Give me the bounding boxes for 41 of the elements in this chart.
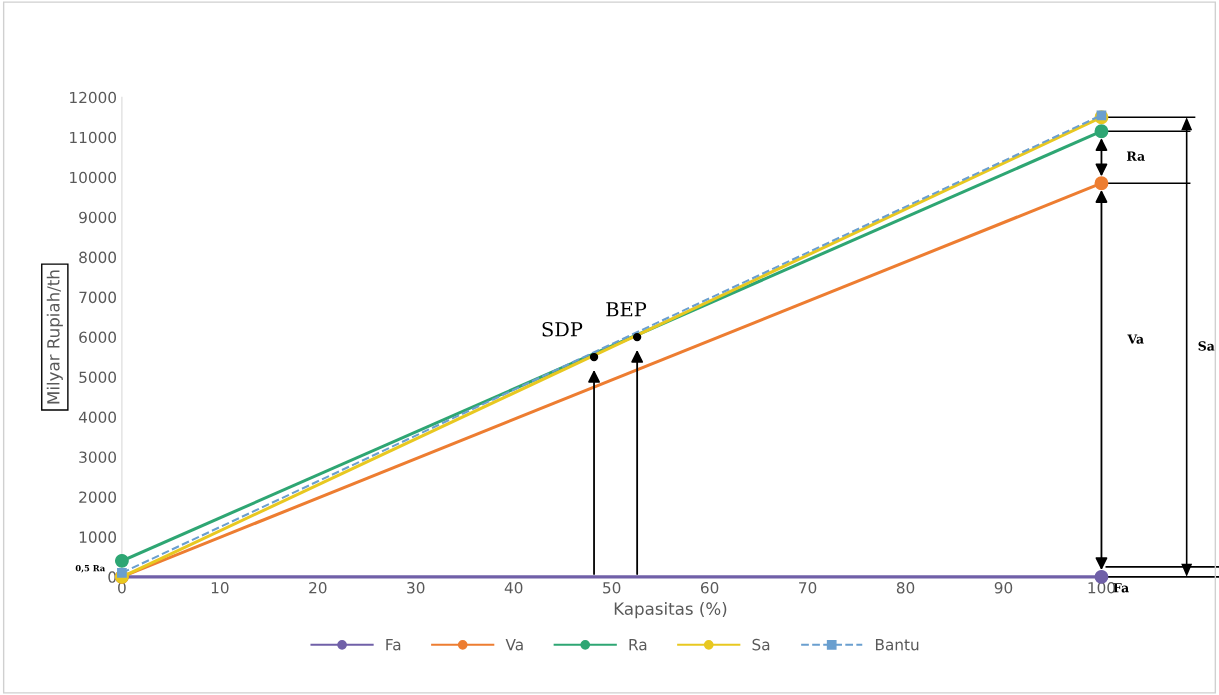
point [114, 553, 129, 568]
y-tick-label: 2000 [79, 491, 117, 503]
y-tick-label: 7000 [79, 291, 117, 304]
point [117, 567, 127, 578]
annotation: 0,5 Ra [75, 564, 106, 573]
legend-label: Bantu [875, 639, 919, 651]
y-tick-label: 11000 [70, 131, 117, 144]
x-tick-label: 80 [896, 581, 915, 594]
x-tick-label: 30 [407, 581, 425, 594]
point [1094, 124, 1109, 139]
x-tick-label: 40 [504, 581, 523, 594]
y-tick-label: 9000 [79, 211, 117, 224]
y-tick-label: 8000 [79, 251, 117, 264]
y-tick-label: 4000 [78, 411, 117, 424]
point [1094, 176, 1109, 191]
y-tick-label: 3000 [79, 451, 117, 463]
y-axis-title: Milyar Rupiah/th [46, 270, 63, 404]
y-tick-label: 6000 [79, 331, 117, 344]
legend-label: Ra [629, 639, 647, 651]
annotation: Va [1127, 334, 1144, 344]
x-tick-label: 70 [799, 581, 817, 594]
x-tick-label: 90 [994, 581, 1013, 594]
legend-label: Va [505, 639, 523, 651]
y-tick-label: 5000 [79, 371, 117, 384]
y-tick-label: 10000 [70, 171, 117, 184]
x-tick-label: 100 [1088, 581, 1116, 594]
text: Fa [1113, 583, 1129, 593]
legend-label: Fa [386, 639, 401, 651]
y-tick-label: 1000 [79, 531, 117, 543]
x-tick-label: 20 [309, 581, 327, 594]
annotation: SDP [542, 321, 583, 337]
x-tick-label: 60 [700, 581, 719, 594]
legend-label: Sa [752, 638, 770, 651]
annotation: Sa [1198, 341, 1215, 351]
x-axis-title: Kapasitas (%) [614, 602, 727, 619]
x-tick-label: 10 [211, 581, 229, 594]
annotation: BEP [606, 302, 647, 317]
annotation: Ra [1126, 151, 1145, 161]
point [1096, 110, 1107, 121]
x-tick-label: 50 [603, 581, 621, 594]
y-tick-label: 12000 [70, 91, 117, 104]
